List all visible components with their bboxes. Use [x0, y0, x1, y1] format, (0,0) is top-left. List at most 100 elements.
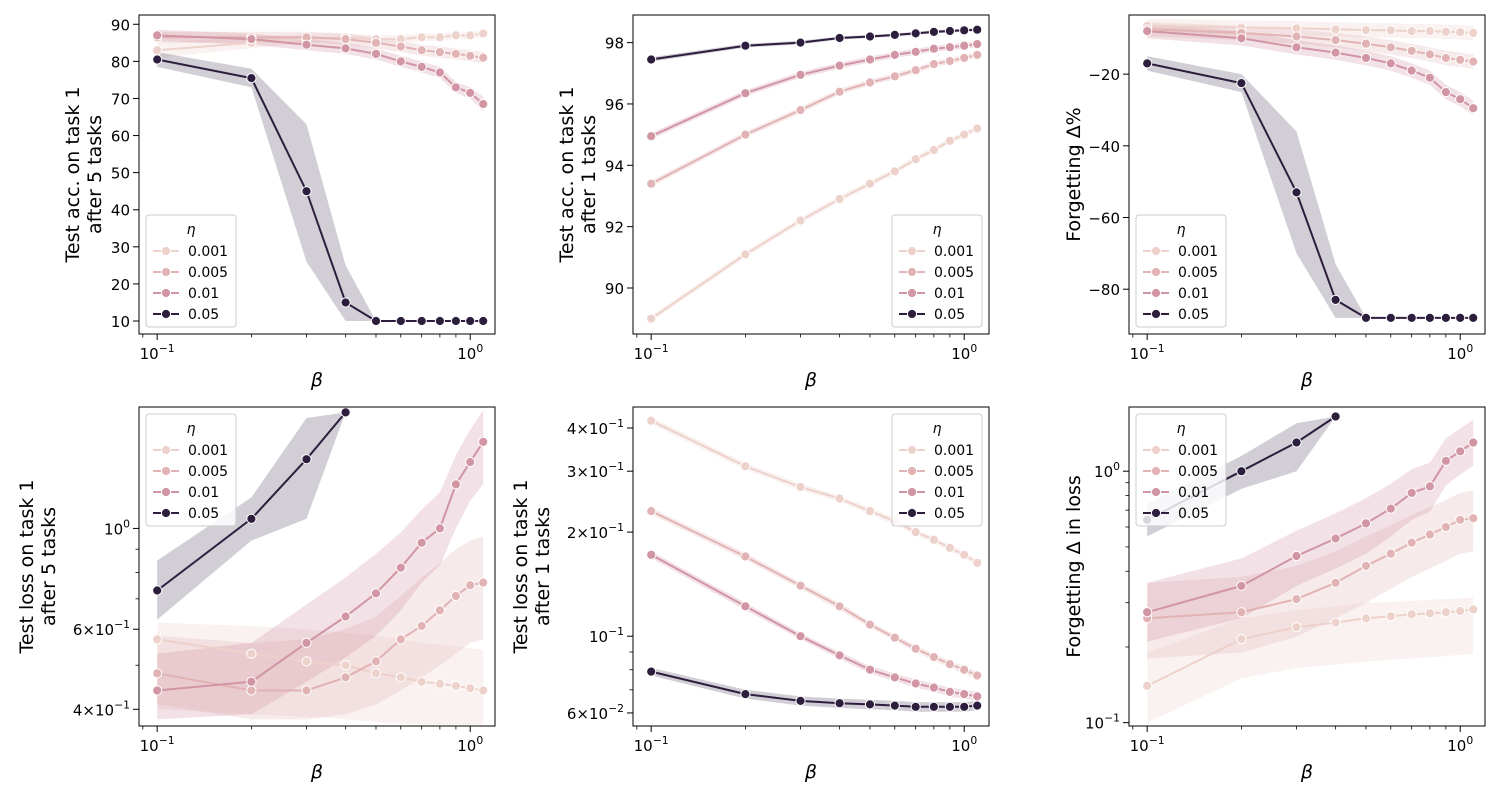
y-tick-label: 94 — [605, 157, 624, 175]
data-point-eta-0.01 — [340, 43, 351, 54]
y-tick-label: 10 — [111, 313, 130, 331]
y-axis-label: Test loss on task 1after 5 tasks — [16, 479, 60, 654]
y-tick-label-exponent: −1 — [608, 521, 624, 534]
x-tick-label-base: 10 — [951, 345, 970, 363]
legend-entry-label: 0.05 — [934, 307, 965, 323]
data-point-eta-0.05 — [1236, 466, 1247, 477]
data-point-eta-0.005 — [1385, 548, 1396, 559]
data-point-eta-0.01 — [416, 537, 427, 548]
data-point-eta-0.005 — [1385, 42, 1396, 53]
x-tick-label-base: 10 — [140, 737, 159, 755]
y-tick-label: 70 — [111, 90, 130, 108]
x-tick-label: 10−1 — [1130, 734, 1165, 755]
data-point-eta-0.001 — [450, 680, 461, 692]
data-point-eta-0.05 — [478, 315, 489, 327]
legend-swatch-marker — [906, 308, 918, 320]
data-point-eta-0.05 — [928, 26, 940, 37]
x-tick-label: 100 — [457, 734, 483, 755]
y-axis: 90 92 94 96 98 Test acc. on task 1after 1 tas… — [556, 35, 633, 298]
legend-box — [1135, 413, 1227, 527]
data-point-eta-0.05 — [340, 297, 351, 308]
y-tick-label-base: −40 — [1088, 138, 1120, 156]
legend-swatch-marker — [1150, 507, 1162, 519]
data-point-eta-0.05 — [1291, 437, 1302, 448]
data-point-eta-0.05 — [834, 32, 845, 44]
legend: η 0.001 0.005 0.01 0.05 — [1135, 413, 1227, 527]
legend-entry-label: 0.05 — [188, 307, 219, 323]
data-point-eta-0.001 — [1385, 611, 1396, 622]
y-tick-label-base: 6×10 — [567, 705, 608, 723]
data-point-eta-0.005 — [864, 77, 876, 88]
x-tick-label: 10−1 — [140, 342, 175, 363]
legend-swatch-marker — [1150, 444, 1162, 456]
legend-box — [1135, 214, 1227, 328]
data-point-eta-0.001 — [370, 668, 382, 679]
y-tick-label: 90 — [111, 16, 130, 34]
data-point-eta-0.01 — [834, 60, 845, 71]
data-point-eta-0.001 — [1236, 634, 1247, 645]
data-point-eta-0.005 — [246, 685, 257, 696]
data-point-eta-0.005 — [416, 620, 427, 632]
data-point-eta-0.05 — [889, 29, 900, 41]
data-point-eta-0.05 — [959, 701, 970, 712]
data-point-eta-0.001 — [340, 660, 351, 671]
legend-box — [145, 413, 237, 527]
x-tick-label-base: 10 — [1130, 737, 1149, 755]
legend-entry-label: 0.05 — [1178, 307, 1209, 323]
chart-panel-5: 10−1 100β6×10−210−12×10−13×10−14×10−1Test… — [510, 406, 990, 783]
data-point-eta-0.05 — [416, 315, 427, 327]
y-tick-label-base: 98 — [605, 35, 624, 53]
legend-box — [145, 214, 237, 328]
data-point-eta-0.001 — [972, 557, 983, 568]
data-point-eta-0.01 — [795, 631, 806, 642]
data-point-eta-0.01 — [1291, 550, 1302, 562]
x-tick-label-exponent: −1 — [653, 342, 669, 355]
data-point-eta-0.001 — [434, 32, 445, 43]
data-point-eta-0.001 — [1455, 605, 1466, 617]
data-point-eta-0.005 — [944, 55, 956, 67]
y-tick-label-base: 40 — [111, 202, 130, 220]
data-point-eta-0.05 — [646, 54, 657, 65]
data-point-eta-0.01 — [646, 131, 657, 142]
data-point-eta-0.001 — [928, 144, 940, 156]
confidence-band-eta-0.01 — [1147, 419, 1474, 642]
data-point-eta-0.005 — [1236, 607, 1247, 618]
y-tick-label-exponent: −1 — [608, 625, 624, 638]
data-point-eta-0.01 — [395, 56, 406, 67]
data-point-eta-0.001 — [646, 313, 657, 324]
x-axis-label: β — [804, 761, 817, 783]
y-tick-label: 4×10−1 — [73, 698, 130, 719]
y-tick-label-base: 4×10 — [567, 420, 608, 438]
data-point-eta-0.001 — [1385, 25, 1396, 36]
y-tick-label: 100 — [104, 517, 130, 538]
data-point-eta-0.01 — [889, 49, 900, 61]
y-tick-label: −20 — [1088, 66, 1120, 84]
y-tick-label-base: 3×10 — [567, 463, 608, 481]
data-point-eta-0.005 — [889, 71, 900, 82]
data-point-eta-0.001 — [944, 542, 956, 554]
data-point-eta-0.005 — [340, 672, 351, 683]
data-point-eta-0.01 — [1440, 455, 1452, 466]
y-axis-label: Test loss on task 1after 1 tasks — [510, 479, 554, 654]
y-tick-label-base: 6×10 — [73, 621, 114, 639]
x-tick-label-exponent: 0 — [476, 342, 483, 355]
confidence-band-eta-0.05 — [1147, 56, 1474, 318]
legend-swatch-marker — [906, 465, 918, 477]
x-tick-label-base: 10 — [634, 345, 653, 363]
legend-entry-label: 0.01 — [934, 485, 965, 501]
legend-entry-label: 0.001 — [934, 244, 974, 260]
x-tick-label-exponent: 0 — [1466, 342, 1473, 355]
legend-entry-label: 0.01 — [188, 286, 219, 302]
data-point-eta-0.05 — [834, 698, 845, 709]
data-point-eta-0.005 — [1330, 577, 1341, 588]
data-point-eta-0.01 — [910, 46, 921, 57]
data-point-eta-0.005 — [1406, 45, 1417, 56]
data-point-eta-0.05 — [246, 73, 257, 84]
x-tick-label: 10−1 — [634, 342, 669, 363]
data-point-eta-0.005 — [1468, 56, 1479, 67]
y-axis-label-line: Test loss on task 1 — [510, 479, 532, 654]
